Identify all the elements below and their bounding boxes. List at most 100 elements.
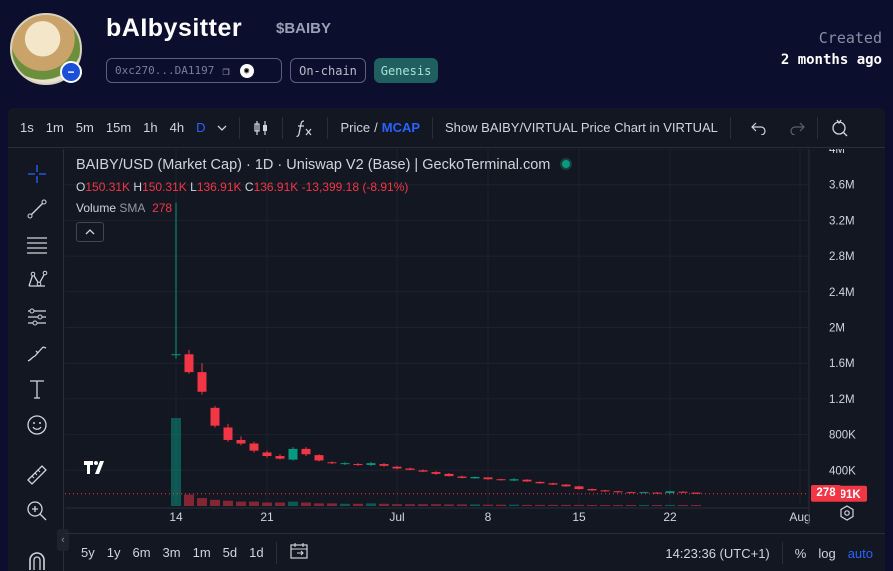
magnet-icon[interactable]: [24, 547, 50, 571]
interval-1h[interactable]: 1h: [143, 120, 158, 135]
percent-scale-toggle[interactable]: %: [794, 545, 807, 561]
range-1y[interactable]: 1y: [106, 545, 121, 560]
contract-address: 0xc270...DA1197: [115, 64, 215, 77]
price-mcap-separator: /: [374, 120, 378, 135]
candle-body: [470, 476, 480, 479]
volume-bar: [353, 503, 363, 506]
fib-lines-icon[interactable]: [24, 232, 50, 258]
tag-genesis[interactable]: Genesis: [374, 58, 438, 83]
basescan-icon[interactable]: ◉: [239, 63, 254, 78]
bottom-divider: [275, 541, 277, 564]
range-1d[interactable]: 1d: [249, 545, 264, 560]
toolbar-divider: [816, 116, 818, 139]
price-chart[interactable]: 4M 3.6M 3.2M 2.8M 2.4M 2M 1.6M 1.2M 800K 400K 14 21…: [65, 144, 885, 526]
candle-body: [301, 448, 311, 455]
sma-label: SMA: [119, 201, 145, 215]
interval-5m[interactable]: 5m: [75, 120, 94, 135]
candle-body: [509, 479, 519, 481]
volume-bar: [210, 499, 220, 506]
auto-scale-toggle[interactable]: auto: [847, 545, 873, 561]
volume-bar: [405, 504, 415, 506]
range-3m[interactable]: 3m: [162, 545, 181, 560]
show-pair-chart-button[interactable]: Show BAIBY/VIRTUAL Price Chart in VIRTUA…: [445, 120, 718, 135]
volume-bar: [522, 504, 532, 506]
range-1m[interactable]: 1m: [192, 545, 211, 560]
log-scale-toggle[interactable]: log: [818, 545, 836, 561]
interval-1s[interactable]: 1s: [20, 120, 34, 135]
volume-bar: [470, 504, 480, 506]
candle-body: [197, 372, 207, 392]
price-mcap-toggle[interactable]: Price / MCAP: [334, 108, 426, 148]
copy-icon[interactable]: ❐: [222, 63, 230, 78]
candle-body: [275, 456, 285, 459]
market-status-icon: [560, 158, 573, 170]
screenshot-icon[interactable]: [824, 108, 856, 148]
range-6m[interactable]: 6m: [132, 545, 151, 560]
crosshair-icon[interactable]: [24, 161, 50, 187]
interval-1m[interactable]: 1m: [45, 120, 64, 135]
interval-d[interactable]: D: [196, 120, 206, 135]
measure-projection-icon[interactable]: [24, 304, 50, 330]
y-tick-label: 2.8M: [829, 251, 855, 263]
x-tick-label: Jul: [389, 510, 404, 524]
tag-on-chain[interactable]: On-chain: [290, 58, 366, 83]
volume-bar: [600, 505, 610, 506]
range-5y[interactable]: 5y: [81, 545, 95, 560]
candle-body: [366, 463, 376, 465]
indicators-fx-icon[interactable]: [289, 108, 321, 148]
y-tick-label: 2.4M: [829, 287, 855, 299]
interval-dropdown-chevron-icon[interactable]: [211, 108, 233, 148]
close-label: C: [244, 180, 254, 194]
volume-bar: [691, 505, 701, 506]
chart-title: BAIBY/USD (Market Cap) · 1D · Uniswap V2…: [76, 157, 551, 173]
pattern-icon[interactable]: [24, 267, 50, 293]
volume-bar: [275, 502, 285, 506]
trend-line-icon[interactable]: [24, 196, 50, 222]
ruler-icon[interactable]: [24, 462, 50, 488]
collapse-toolbar-chevron-icon[interactable]: ‹: [57, 529, 69, 551]
bottom-right-controls: 14:23:36 (UTC+1) % log auto: [659, 534, 879, 571]
token-avatar: [10, 13, 82, 85]
candle-style-icon[interactable]: [246, 108, 276, 148]
contract-address-chip[interactable]: 0xc270...DA1197 ❐ ◉: [106, 58, 282, 83]
plot-area[interactable]: 4M 3.6M 3.2M 2.8M 2.4M 2M 1.6M 1.2M 800K 400K 14 21…: [65, 144, 885, 526]
volume-bar: [457, 504, 467, 506]
candle-body: [678, 491, 688, 493]
volume-value: 278: [152, 201, 173, 215]
legend-collapse-chevron-up-icon[interactable]: [76, 222, 104, 242]
text-tool-icon[interactable]: [24, 376, 50, 402]
open-label: O: [76, 180, 86, 194]
high-label: H: [133, 180, 143, 194]
brush-icon[interactable]: [24, 340, 50, 366]
toolbar-divider: [432, 116, 434, 139]
emoji-icon[interactable]: [24, 412, 50, 438]
volume-bar: [171, 418, 181, 506]
candle-body: [210, 407, 220, 426]
volume-bar: [184, 494, 194, 506]
candle-body: [665, 491, 675, 494]
candle-body: [587, 489, 597, 491]
redo-icon[interactable]: [783, 108, 811, 148]
interval-15m[interactable]: 15m: [105, 120, 132, 135]
candle-body: [418, 470, 428, 472]
price-label: Price: [340, 120, 371, 135]
interval-4h[interactable]: 4h: [169, 120, 185, 135]
current-time[interactable]: 14:23:36 (UTC+1): [665, 545, 770, 561]
chart-panel: 1s 1m 5m 15m 1h 4h D Price / MCAP Show B…: [8, 108, 885, 571]
tradingview-logo[interactable]: [83, 459, 111, 477]
volume-bar: [626, 505, 636, 506]
token-header: − bAIbysitter $BAIBY 0xc270...DA1197 ❐ ◉…: [0, 0, 893, 108]
range-5d[interactable]: 5d: [222, 545, 238, 560]
candle-body: [457, 476, 467, 478]
volume-bar: [613, 505, 623, 506]
last-volume-tag: [811, 485, 841, 500]
volume-bar: [574, 504, 584, 506]
settings-gear-icon[interactable]: [839, 505, 855, 521]
drawing-toolbar: ‹: [8, 149, 69, 571]
zoom-in-icon[interactable]: [24, 498, 50, 524]
base-chain-badge-icon: −: [60, 61, 82, 83]
goto-date-calendar-icon[interactable]: [283, 542, 315, 563]
x-tick-label: 8: [485, 510, 492, 524]
volume-bar: [444, 504, 454, 506]
undo-icon[interactable]: [745, 108, 773, 148]
